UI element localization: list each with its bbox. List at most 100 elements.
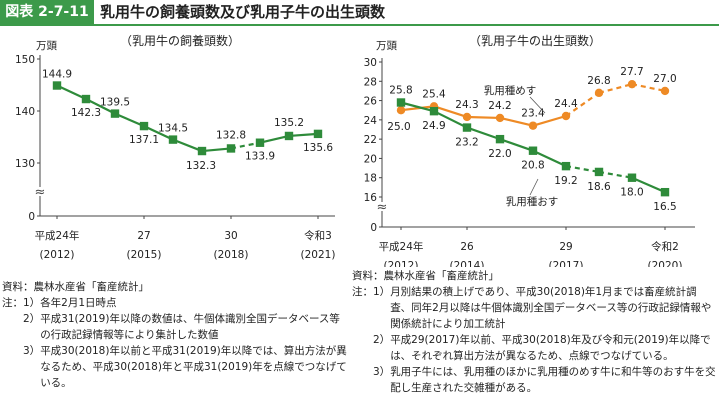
figure-label: 図表 2-7-11 (0, 0, 94, 24)
series-line-segment (598, 170, 633, 179)
axis-break-mask (375, 202, 389, 211)
series-line-segment (230, 141, 261, 150)
data-point (561, 111, 571, 121)
series-line-segment (433, 105, 468, 119)
note-text: 月別結果の積上げであり、平成30(2018)年1月までは畜産統計調査、同年2月以… (390, 286, 712, 330)
x-tick-label: 令和2 (651, 240, 679, 253)
chart-title: （乳用牛の飼養頭数） (120, 33, 240, 48)
data-point (139, 121, 149, 131)
data-label: 132.3 (186, 160, 216, 172)
data-label: 20.8 (521, 160, 544, 172)
y-tick-label: 20 (364, 153, 377, 165)
data-point (110, 109, 120, 118)
series-line-segment (499, 116, 534, 127)
data-label: 18.0 (620, 187, 643, 199)
data-label: 144.9 (42, 69, 72, 81)
source-note: 資料：農林水産省「畜産統計」 (2, 281, 149, 293)
series-line-segment (499, 138, 534, 152)
series-line-segment (433, 110, 468, 129)
note-text: 各年2月1日時点 (40, 297, 117, 309)
note-item: 2） 平成31(2019)年以降の数値は、牛個体識別全国データベース等の行政記録… (2, 311, 347, 343)
series-line-segment (466, 115, 501, 120)
data-point (627, 79, 637, 89)
series-line-segment (172, 138, 203, 153)
x-tick-year-label: (2021) (301, 249, 336, 261)
x-tick-label: 平成24年 (35, 229, 80, 242)
y-tick-label: 30 (364, 57, 377, 69)
y-tick-label: 150 (15, 54, 35, 66)
series-line-segment (143, 125, 174, 141)
note-number: 注：1） (2, 297, 41, 309)
note-number: 注：1） (352, 286, 391, 298)
series-legend-label: 乳用種めす (484, 84, 537, 97)
series-line-segment (532, 149, 567, 168)
data-point (226, 144, 236, 153)
series-line-segment (532, 114, 567, 127)
note-item: 注：1） 各年2月1日時点 (2, 295, 347, 311)
y-tick-label: 26 (364, 96, 378, 108)
note-text: 平成30(2018)年以前と平成31(2019)年以降では、算出方法が異なるため… (40, 345, 347, 389)
source-note: 資料：農林水産省「畜産統計」 (352, 270, 499, 282)
figure-header: 図表 2-7-11 乳用牛の飼養頭数及び乳用子牛の出生頭数 (0, 0, 719, 26)
data-point (313, 129, 323, 139)
note-number: 3） (352, 366, 391, 378)
data-point (594, 88, 604, 98)
axis-break-mask (33, 187, 47, 196)
y-tick-label: 24 (364, 115, 378, 127)
data-label: 142.3 (71, 107, 101, 119)
series-legend-label: 乳用種おす (506, 195, 559, 208)
note-number: 2） (2, 313, 41, 325)
data-label: 18.6 (587, 181, 611, 193)
series-line-segment (565, 165, 600, 174)
x-tick-year-label: (2012) (384, 260, 419, 267)
data-point (396, 98, 406, 107)
data-label: 139.5 (100, 97, 130, 109)
note-item: 3） 平成30(2018)年以前と平成31(2019)年以降では、算出方法が異な… (2, 343, 347, 391)
dairy-cattle-chart: （乳用牛の飼養頭数） 万頭 ≈0 130 140 150 平成24年 (2012) 27 (201… (15, 33, 336, 261)
data-label: 25.4 (422, 88, 446, 100)
data-label: 25.0 (387, 121, 410, 133)
x-tick-year-label: (2012) (40, 249, 75, 261)
note-text: 平成29(2017)年以前、平成30(2018)年及び令和元(2019)年以降で… (390, 334, 711, 362)
axis-break-mark: ≈ (377, 200, 388, 215)
data-label: 135.2 (274, 117, 304, 129)
note-item: 注：1） 月別結果の積上げであり、平成30(2018)年1月までは畜産統計調査、… (352, 284, 717, 332)
y-tick-label: 28 (364, 76, 377, 88)
chart-title: （乳用子牛の出生頭数） (469, 33, 601, 48)
series-leader-line (529, 178, 539, 196)
x-tick-label: 27 (137, 230, 150, 242)
data-label: 23.4 (521, 108, 545, 120)
data-point (495, 113, 505, 123)
data-point (284, 131, 294, 141)
data-point (168, 135, 178, 144)
data-point (52, 81, 62, 90)
data-point (462, 123, 472, 132)
series-line-segment (56, 84, 87, 101)
series-line-segment (631, 176, 666, 194)
data-point (660, 86, 670, 96)
data-point (528, 121, 538, 130)
data-point (528, 146, 538, 155)
data-label: 19.2 (554, 175, 577, 187)
x-tick-label: 30 (224, 230, 237, 242)
y-tick-label: 130 (15, 158, 35, 170)
figure-title: 乳用牛の飼養頭数及び乳用子牛の出生頭数 (100, 3, 386, 21)
data-point (561, 161, 571, 171)
series-line-segment (565, 91, 600, 117)
series-line-segment (288, 132, 319, 138)
series-line-segment (259, 134, 290, 144)
x-tick-label: 26 (460, 241, 474, 253)
data-label: 23.2 (455, 137, 478, 149)
x-tick-label: 平成24年 (379, 240, 424, 253)
y-tick-label: 16 (364, 192, 378, 204)
data-label: 134.5 (158, 123, 188, 135)
series-line-segment (631, 83, 666, 93)
data-label: 22.0 (488, 148, 511, 160)
note-item: 3） 乳用子牛には、乳用種のほかに乳用種のめす牛に和牛等のおす牛を交配し生産され… (352, 364, 717, 396)
data-label: 27.7 (620, 66, 643, 78)
series-line-segment (85, 98, 116, 115)
data-point (462, 112, 472, 122)
data-label: 133.9 (245, 151, 275, 163)
notes-right: 資料：農林水産省「畜産統計」 注：1） 月別結果の積上げであり、平成30(201… (352, 268, 717, 396)
series-line-segment (466, 126, 501, 141)
